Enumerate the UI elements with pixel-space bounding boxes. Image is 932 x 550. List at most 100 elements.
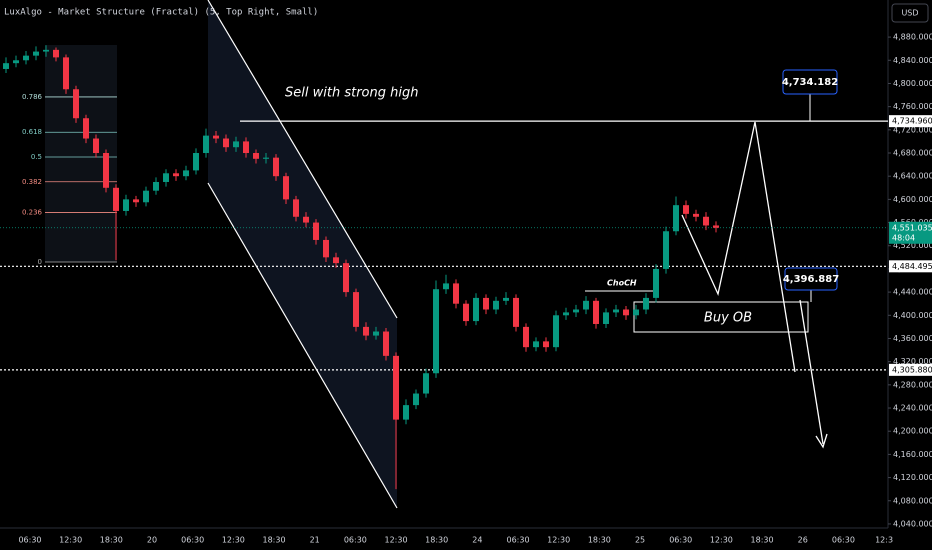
candle-body bbox=[323, 239, 329, 258]
projection-path bbox=[681, 121, 796, 373]
candle-body bbox=[253, 153, 259, 159]
x-tick-label: 06:30 bbox=[669, 536, 692, 545]
callout-label: 4,734.182 bbox=[782, 77, 838, 88]
candle-body bbox=[243, 141, 249, 154]
channel-lower bbox=[207, 182, 398, 509]
fib-label: 0.618 bbox=[22, 128, 42, 136]
x-tick-label: 26 bbox=[798, 536, 808, 545]
candle-body bbox=[133, 199, 139, 203]
candle-body bbox=[163, 173, 169, 182]
candle-body bbox=[383, 331, 389, 356]
candle-body bbox=[63, 57, 69, 90]
candle-body bbox=[653, 268, 659, 298]
y-tick-label: 4,880.000 bbox=[893, 33, 932, 42]
candle-body bbox=[553, 315, 559, 348]
x-tick-label: 12:30 bbox=[59, 536, 82, 545]
candle-body bbox=[573, 309, 579, 313]
x-tick-label: 06:30 bbox=[832, 536, 855, 545]
price-line-tag bbox=[889, 115, 932, 128]
x-tick-label: 25 bbox=[635, 536, 645, 545]
y-tick-label: 4,360.000 bbox=[893, 334, 932, 343]
last-price-tag bbox=[889, 221, 932, 244]
candle-body bbox=[683, 205, 689, 214]
y-tick-label: 4,120.000 bbox=[893, 473, 932, 482]
buy-ob-label: Buy OB bbox=[704, 311, 752, 326]
y-tick-label: 4,440.000 bbox=[893, 288, 932, 297]
sell-annotation: Sell with strong high bbox=[285, 86, 418, 101]
last-price-label: 4,551.035 bbox=[892, 223, 932, 232]
candle-body bbox=[353, 292, 359, 327]
price-line-label: 4,484.495 bbox=[892, 262, 932, 271]
candle-body bbox=[473, 297, 479, 322]
x-tick-label: 18:30 bbox=[425, 536, 448, 545]
projection-arrow bbox=[799, 299, 824, 445]
candle-body bbox=[533, 341, 539, 348]
price-line-tag bbox=[889, 363, 932, 376]
x-tick-label: 06:30 bbox=[507, 536, 530, 545]
candle-body bbox=[583, 300, 589, 310]
candle-body bbox=[153, 181, 159, 191]
fib-label: 0.5 bbox=[31, 153, 42, 161]
candle-body bbox=[313, 222, 319, 240]
y-tick-label: 4,400.000 bbox=[893, 311, 932, 320]
candle-body bbox=[293, 199, 299, 217]
fib-label: 0.236 bbox=[22, 208, 43, 216]
candle-body bbox=[633, 309, 639, 316]
x-tick-label: 18:30 bbox=[751, 536, 774, 545]
y-tick-label: 4,720.000 bbox=[893, 125, 932, 134]
fib-label: 0.382 bbox=[22, 178, 42, 186]
x-tick-label: 12:3 bbox=[875, 536, 893, 545]
candle-body bbox=[183, 170, 189, 177]
candle-body bbox=[403, 405, 409, 420]
candle-body bbox=[303, 216, 309, 223]
countdown: 48:04 bbox=[892, 233, 915, 242]
candle-body bbox=[513, 297, 519, 327]
buy-ob-box bbox=[633, 301, 809, 333]
choch-label: ChoCH bbox=[607, 279, 637, 288]
x-tick-label: 24 bbox=[472, 536, 482, 545]
y-tick-label: 4,640.000 bbox=[893, 172, 932, 181]
fib-label: 0 bbox=[38, 258, 42, 266]
candle-body bbox=[283, 176, 289, 200]
y-tick-label: 4,520.000 bbox=[893, 241, 932, 250]
candle-body bbox=[13, 60, 19, 64]
x-tick-label: 12:30 bbox=[384, 536, 407, 545]
candle-body bbox=[143, 190, 149, 203]
candle-body bbox=[413, 393, 419, 406]
candle-body bbox=[423, 373, 429, 394]
candle-body bbox=[23, 55, 29, 61]
channel-fill bbox=[208, 0, 397, 508]
candle-body bbox=[543, 341, 549, 348]
candle-body bbox=[673, 205, 679, 232]
y-tick-label: 4,760.000 bbox=[893, 102, 932, 111]
price-line-label: 4,305.880 bbox=[892, 365, 932, 374]
candle-body bbox=[363, 326, 369, 336]
candle-body bbox=[643, 297, 649, 310]
candle-body bbox=[463, 303, 469, 322]
candle-body bbox=[3, 63, 9, 69]
x-tick-label: 06:30 bbox=[344, 536, 367, 545]
x-tick-label: 06:30 bbox=[18, 536, 41, 545]
candle-body bbox=[223, 138, 229, 148]
x-tick-label: 06:30 bbox=[181, 536, 204, 545]
y-tick-label: 4,280.000 bbox=[893, 380, 932, 389]
candle-body bbox=[593, 300, 599, 324]
y-tick-label: 4,160.000 bbox=[893, 450, 932, 459]
x-tick-label: 12:30 bbox=[710, 536, 733, 545]
indicator-label: LuxAlgo - Market Structure (Fractal) (5,… bbox=[4, 8, 318, 18]
candle-body bbox=[453, 283, 459, 304]
candle-body bbox=[693, 213, 699, 217]
currency-box[interactable] bbox=[891, 3, 929, 23]
candle-body bbox=[173, 173, 179, 177]
candle-body bbox=[113, 187, 119, 211]
candle-body bbox=[273, 157, 279, 177]
candle-body bbox=[393, 355, 399, 420]
candle-body bbox=[233, 141, 239, 148]
candle-body bbox=[373, 331, 379, 336]
price-line-tag bbox=[889, 260, 932, 273]
callout-box bbox=[784, 267, 838, 291]
x-tick-label: 18:30 bbox=[588, 536, 611, 545]
candle-body bbox=[53, 49, 59, 58]
